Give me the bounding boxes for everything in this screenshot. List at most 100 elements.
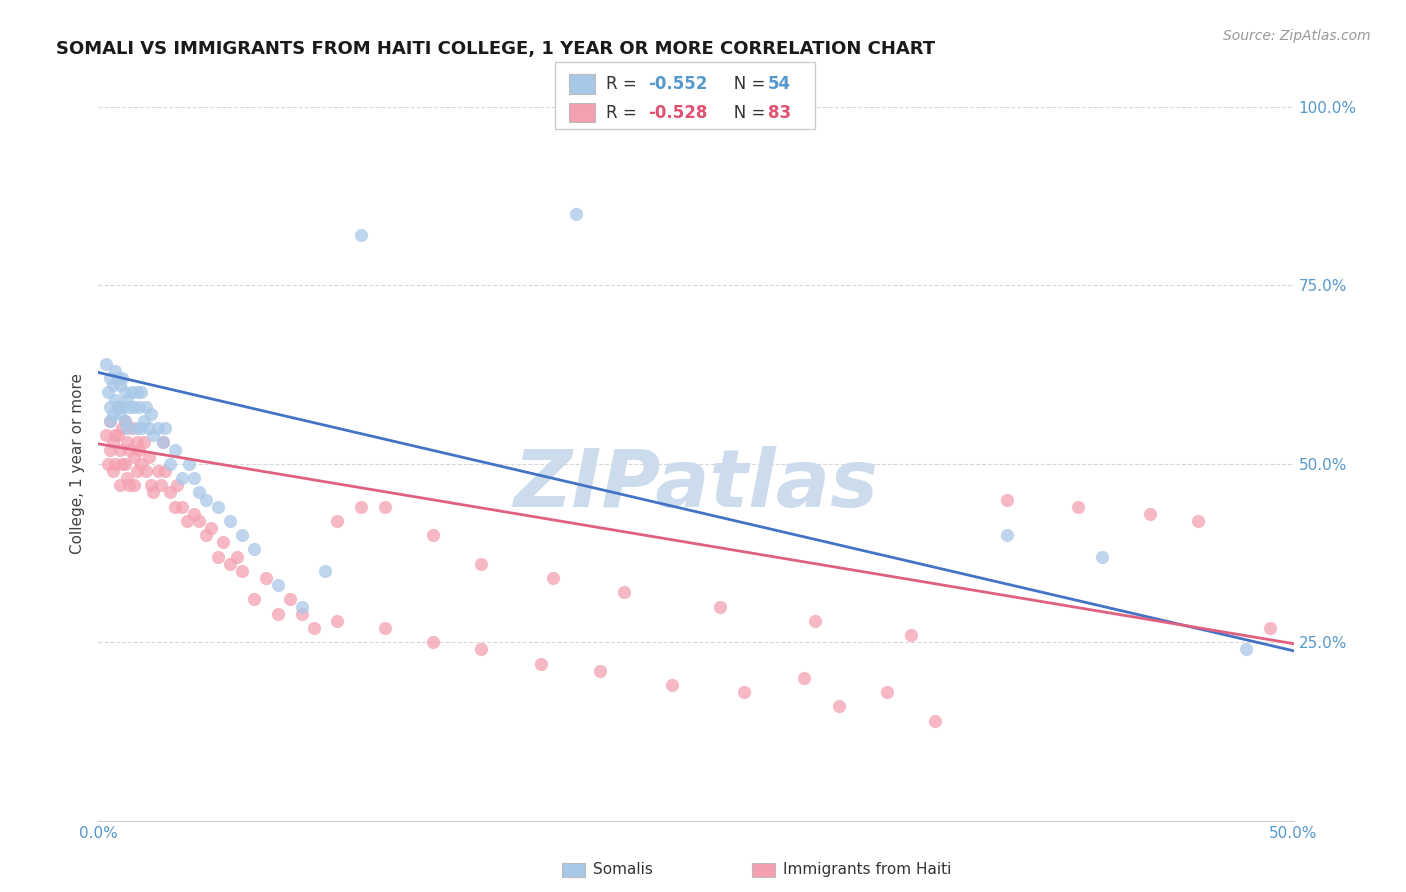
Point — [138, 421, 160, 435]
Point — [128, 400, 150, 414]
Point — [107, 400, 129, 414]
Point — [111, 400, 134, 414]
Point — [98, 371, 122, 385]
Point — [97, 457, 120, 471]
Point — [350, 228, 373, 243]
Point — [159, 485, 181, 500]
Point — [661, 678, 683, 692]
Point — [226, 549, 249, 564]
Point — [1067, 500, 1090, 514]
Point — [422, 635, 444, 649]
Point — [104, 428, 127, 442]
Point — [138, 450, 160, 464]
Point — [155, 421, 177, 435]
Point — [166, 478, 188, 492]
Point — [243, 542, 266, 557]
Text: -0.552: -0.552 — [648, 75, 707, 93]
Point — [176, 514, 198, 528]
Point — [828, 699, 851, 714]
Point — [155, 464, 177, 478]
Text: R =: R = — [606, 103, 643, 121]
Point — [98, 414, 122, 428]
Point — [124, 478, 146, 492]
Point — [114, 457, 136, 471]
Point — [114, 385, 136, 400]
Text: N =: N = — [718, 103, 770, 121]
Point — [1258, 621, 1281, 635]
Point — [231, 564, 253, 578]
Point — [107, 400, 129, 414]
Point — [530, 657, 553, 671]
Point — [142, 428, 165, 442]
Point — [108, 478, 131, 492]
Point — [148, 464, 170, 478]
Point — [804, 614, 827, 628]
Point — [187, 514, 209, 528]
Point — [152, 435, 174, 450]
Point — [589, 664, 612, 678]
Point — [128, 442, 150, 457]
Point — [111, 421, 134, 435]
Point — [135, 400, 157, 414]
Point — [132, 435, 155, 450]
Point — [231, 528, 253, 542]
Point — [114, 414, 136, 428]
Point — [326, 514, 349, 528]
Point — [111, 457, 134, 471]
Point — [114, 414, 136, 428]
Point — [125, 464, 148, 478]
Point — [131, 385, 153, 400]
Text: 83: 83 — [768, 103, 790, 121]
Point — [104, 392, 127, 407]
Text: SOMALI VS IMMIGRANTS FROM HAITI COLLEGE, 1 YEAR OR MORE CORRELATION CHART: SOMALI VS IMMIGRANTS FROM HAITI COLLEGE,… — [56, 40, 935, 58]
Point — [1139, 507, 1161, 521]
Text: R =: R = — [606, 75, 643, 93]
Point — [172, 471, 194, 485]
Point — [142, 485, 165, 500]
Point — [278, 592, 301, 607]
Point — [470, 557, 492, 571]
Point — [267, 578, 290, 592]
Text: 54: 54 — [768, 75, 790, 93]
Point — [302, 621, 325, 635]
Point — [132, 414, 155, 428]
Point — [183, 471, 205, 485]
Point — [163, 442, 186, 457]
Point — [291, 607, 314, 621]
Point — [139, 407, 162, 421]
Point — [101, 407, 124, 421]
Point — [254, 571, 277, 585]
Point — [374, 500, 396, 514]
Point — [125, 421, 148, 435]
Point — [118, 400, 141, 414]
Point — [207, 549, 229, 564]
Point — [326, 614, 349, 628]
Text: Somalis: Somalis — [593, 863, 654, 877]
Point — [152, 435, 174, 450]
Point — [101, 378, 124, 392]
Point — [211, 535, 233, 549]
Point — [125, 385, 148, 400]
Point — [374, 621, 396, 635]
Point — [219, 514, 242, 528]
Point — [149, 478, 172, 492]
Point — [121, 421, 143, 435]
Text: Immigrants from Haiti: Immigrants from Haiti — [783, 863, 952, 877]
Point — [995, 528, 1018, 542]
Point — [243, 592, 266, 607]
Point — [183, 507, 205, 521]
Point — [104, 457, 127, 471]
Point — [995, 492, 1018, 507]
Point — [98, 414, 122, 428]
Point — [350, 500, 373, 514]
Point — [121, 385, 143, 400]
Point — [98, 442, 122, 457]
Point — [470, 642, 492, 657]
Point — [207, 500, 229, 514]
Point — [613, 585, 636, 599]
Text: -0.528: -0.528 — [648, 103, 707, 121]
Point — [195, 492, 218, 507]
Point — [135, 464, 157, 478]
Point — [107, 428, 129, 442]
Point — [115, 392, 138, 407]
